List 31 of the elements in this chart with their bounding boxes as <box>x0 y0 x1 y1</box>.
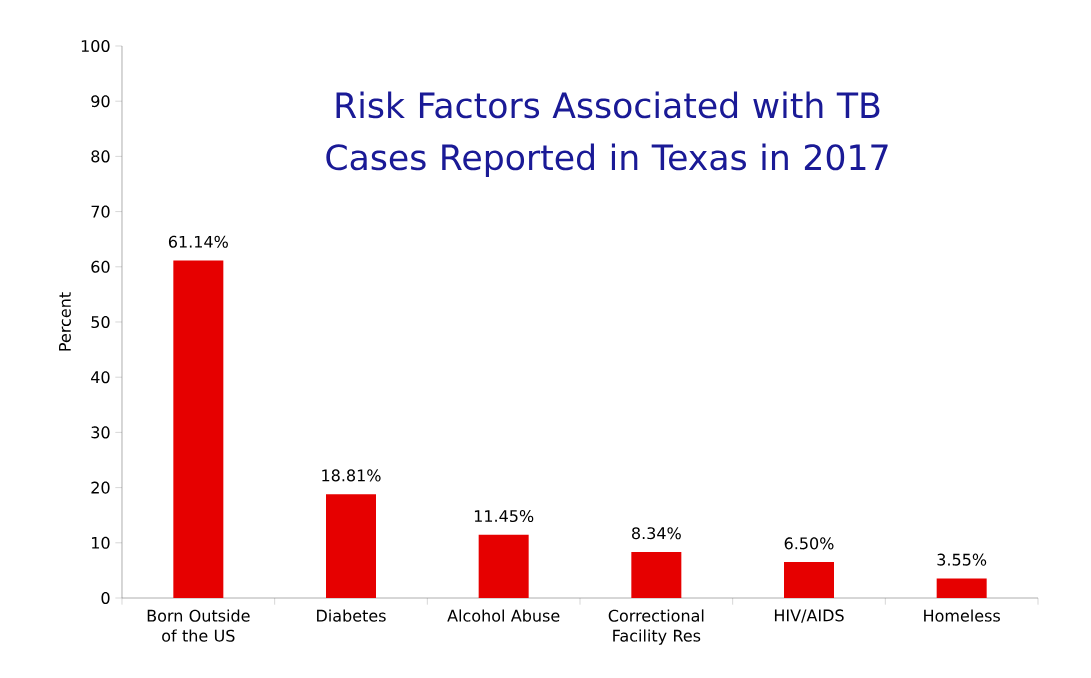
text: Risk Factors Associated with TB Cases Reported in Texas in 2017 <box>326 91 888 178</box>
x-tick-label: Homeless <box>924 609 1000 622</box>
data-label: 11.45% <box>474 509 534 523</box>
x-tick-label: Diabetes <box>317 609 386 622</box>
data-label: 6.50% <box>784 537 834 550</box>
bar <box>784 562 834 598</box>
x-tick-label: HIV/AIDS <box>774 609 844 623</box>
x-tick-label: Born Outside of the US <box>147 609 250 642</box>
bar <box>478 534 529 598</box>
y-tick-label: 80 <box>91 150 110 163</box>
x-tick-label: Correctional Facility Res <box>608 609 704 645</box>
y-tick-label: 70 <box>91 205 110 218</box>
x-tick-label: Alcohol Abuse <box>447 609 560 622</box>
y-tick-label: 0 <box>101 591 110 605</box>
bar <box>631 551 682 598</box>
data-label: 3.55% <box>937 553 987 566</box>
bar <box>326 494 376 598</box>
y-tick-label: 20 <box>91 481 110 494</box>
y-tick-label: 40 <box>91 371 110 384</box>
data-label: 18.81% <box>322 469 381 482</box>
y-tick-label: 60 <box>91 260 110 273</box>
y-axis-title: Percent <box>59 292 71 351</box>
bar <box>173 260 224 598</box>
y-tick-label: 50 <box>91 315 110 329</box>
y-tick-label: 30 <box>91 426 110 439</box>
y-tick-label: 100 <box>81 39 110 53</box>
y-tick-label: 10 <box>92 536 110 549</box>
y-tick-label: 90 <box>91 95 110 108</box>
bar <box>936 578 987 598</box>
data-label: 61.14% <box>168 235 228 248</box>
data-label: 8.34% <box>632 527 681 540</box>
